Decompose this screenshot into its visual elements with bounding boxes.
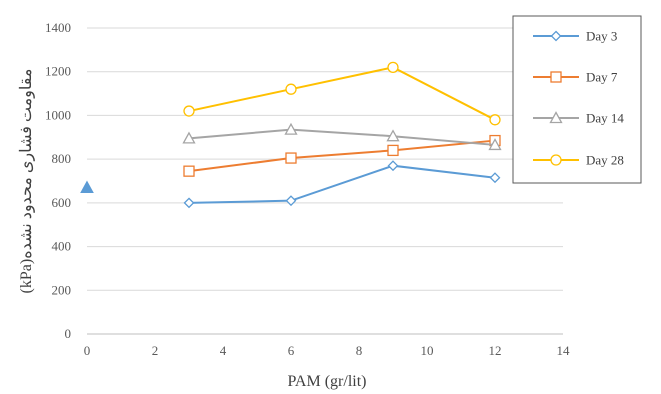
data-point-day-28: [387, 61, 399, 73]
y-tick-label: 1200: [45, 64, 71, 79]
series-layer: [182, 61, 502, 209]
y-tick-label: 600: [52, 195, 72, 210]
legend-label-day-14: Day 14: [586, 111, 624, 126]
extra-points: [80, 180, 94, 194]
data-point-day-7: [387, 144, 399, 157]
legend-marker-day-3: [550, 30, 562, 42]
legend-item-day-3: Day 3: [533, 29, 617, 44]
data-point-day-7: [285, 152, 297, 164]
series-day-14: [182, 122, 502, 151]
data-point-day-14: [386, 129, 400, 142]
data-point-day-3: [285, 195, 297, 207]
data-point-day-28: [285, 83, 297, 95]
legend-item-day-7: Day 7: [533, 70, 618, 85]
series-line-day-7: [188, 139, 496, 173]
y-tick-label: 400: [52, 239, 72, 254]
x-tick-label: 0: [84, 343, 91, 358]
y-tick-label: 0: [65, 326, 72, 341]
y-tick-labels: 0 200 400 600 800 1000 1200 1400: [45, 20, 71, 341]
legend-marker-day-14: [549, 111, 563, 124]
legend-marker-day-7: [550, 71, 562, 83]
legend: Day 3 Day 7 Day 14 Day 28: [512, 15, 642, 184]
grid-lines: [87, 27, 563, 335]
x-tick-labels: 0 2 4 6 8 10 12 14: [84, 343, 570, 358]
legend-item-day-28: Day 28: [533, 153, 624, 168]
data-point-day-28: [183, 105, 195, 117]
x-axis-title: PAM (gr/lit): [288, 373, 367, 390]
legend-label-day-7: Day 7: [586, 70, 618, 85]
legend-label-day-3: Day 3: [586, 29, 617, 44]
extra-data-point: [80, 180, 94, 194]
data-point-day-14: [488, 138, 502, 151]
series-day-7: [183, 134, 501, 177]
series-line-day-14: [188, 128, 496, 146]
data-point-day-14: [182, 131, 196, 144]
y-axis-title: (kPa)مقاومت فشاری محدود نشده: [18, 69, 35, 294]
legend-label-day-28: Day 28: [586, 153, 624, 168]
data-point-day-3: [489, 172, 501, 184]
x-tick-label: 4: [220, 343, 227, 358]
legend-marker-day-28: [550, 154, 562, 166]
x-tick-label: 12: [489, 343, 502, 358]
x-tick-label: 8: [356, 343, 363, 358]
series-day-3: [183, 160, 501, 209]
x-tick-label: 2: [152, 343, 159, 358]
series-day-28: [183, 61, 501, 126]
data-point-day-14: [284, 122, 298, 135]
series-line-day-28: [188, 66, 496, 121]
data-point-day-3: [387, 160, 399, 172]
series-line-day-3: [188, 164, 496, 204]
y-tick-label: 800: [52, 151, 72, 166]
legend-box: [512, 15, 642, 184]
data-point-day-28: [489, 114, 501, 126]
y-tick-label: 1400: [45, 20, 71, 35]
x-tick-label: 10: [421, 343, 434, 358]
x-tick-label: 14: [557, 343, 571, 358]
y-tick-label: 1000: [45, 107, 71, 122]
legend-item-day-14: Day 14: [533, 111, 624, 126]
y-tick-label: 200: [52, 282, 72, 297]
data-point-day-7: [183, 165, 195, 177]
data-point-day-3: [183, 197, 195, 209]
x-tick-label: 6: [288, 343, 295, 358]
